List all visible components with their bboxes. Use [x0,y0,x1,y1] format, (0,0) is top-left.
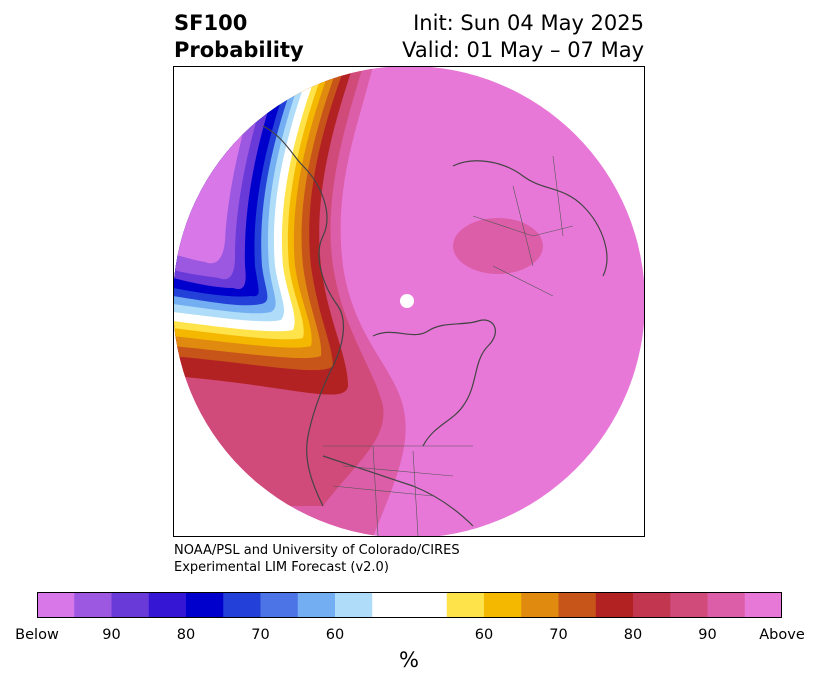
valid-range: Valid: 01 May – 07 May [402,38,644,62]
title-right: Init: Sun 04 May 2025 Valid: 01 May – 07… [402,10,644,64]
borders [323,155,574,537]
pole-marker [400,294,414,308]
colorbar-bin [484,592,522,618]
colorbar-bin [595,592,634,618]
colorbar-bin [74,592,112,618]
probability-map [173,66,645,537]
colorbar-tick-label: 60 [325,627,345,643]
colorbar-tick-label: 70 [549,627,568,643]
title-left: SF100 Probability [174,10,304,64]
colorbar-bin [633,592,671,618]
credit-line2: Experimental LIM Forecast (v2.0) [174,560,389,575]
colorbar-bin [521,592,559,618]
title-metric: Probability [174,38,304,62]
coastlines [262,125,608,527]
colorbar-bin [372,592,448,618]
colorbar-bin [446,592,485,618]
colorbar [37,592,782,618]
colorbar-border [37,592,782,618]
colorbar-bin [223,592,261,618]
credit: NOAA/PSL and University of Colorado/CIRE… [174,542,460,576]
colorbar-bin [558,592,597,618]
colorbar-tick-label: 60 [474,627,494,643]
colorbar-tick-label: 80 [176,627,196,643]
colorbar-tick-label: Above [759,627,805,643]
title-variable: SF100 [174,11,248,35]
colorbar-bin [186,592,224,618]
colorbar-bin [670,592,708,618]
colorbar-bin [37,592,75,618]
colorbar-bin [148,592,187,618]
colorbar-bin [744,592,782,618]
credit-line1: NOAA/PSL and University of Colorado/CIRE… [174,543,460,558]
colorbar-tick-label: 70 [251,627,270,643]
colorbar-bin [707,592,746,618]
colorbar-bin [111,592,150,618]
colorbar-tick-label: 90 [102,627,121,643]
colorbar-bin [335,592,373,618]
colorbar-tick-label: 80 [623,627,643,643]
colorbar-bin [260,592,299,618]
colorbar-unit: % [399,648,419,672]
map-disk [173,66,645,537]
colorbar-tick-label: 90 [698,627,717,643]
colorbar-tick-label: Below [15,627,59,643]
colorbar-bin [297,592,336,618]
init-date: Init: Sun 04 May 2025 [413,11,644,35]
